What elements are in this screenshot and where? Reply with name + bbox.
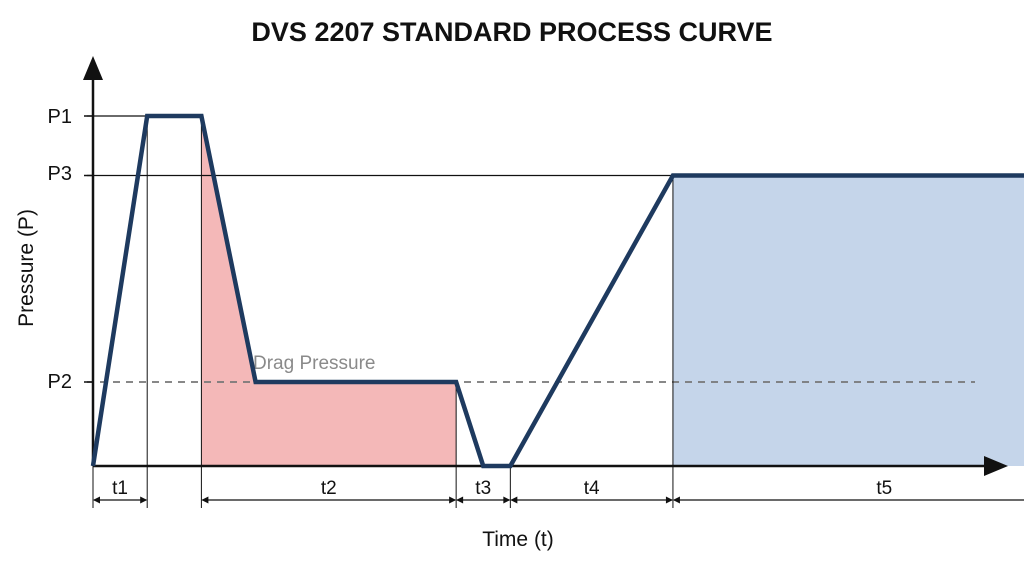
dimension-arrow-left (93, 496, 100, 504)
process-curve-line (90, 113, 1024, 469)
y-axis-label: Pressure (P) (15, 209, 38, 327)
level-label-p3: P3 (48, 163, 72, 185)
dimension-arrow-left (201, 496, 209, 504)
segment-label-t4: t4 (584, 478, 600, 499)
dimension-arrow-left (510, 496, 518, 504)
dimension-arrow-left (456, 496, 464, 504)
level-label-p1: P1 (48, 106, 72, 128)
segment-label-t1: t1 (112, 478, 128, 499)
level-label-p2: P2 (48, 371, 72, 393)
segment-label-t2: t2 (321, 478, 337, 499)
dimension-arrow-right (665, 496, 673, 504)
cooling-region (672, 175, 1024, 466)
segment-label-t3: t3 (475, 478, 491, 499)
dimension-arrow-right (449, 496, 457, 504)
axes (83, 56, 1008, 476)
shaded-regions (201, 116, 1024, 466)
dimension-arrow-left (672, 496, 680, 504)
diagram-title: DVS 2207 STANDARD PROCESS CURVE (251, 17, 772, 47)
drag-pressure-label: Drag Pressure (253, 353, 376, 374)
segment-label-t5: t5 (876, 478, 892, 499)
x-axis-arrow (984, 456, 1008, 476)
heat-soak-region (201, 116, 457, 466)
x-axis-label: Time (t) (482, 528, 554, 551)
dimension-arrow-right (140, 496, 148, 504)
segment-boundaries (92, 116, 674, 508)
y-axis-arrow (83, 56, 103, 80)
dimension-arrow-right (503, 496, 511, 504)
segment-dimensions: t1 t2 t3 t4 t5 (93, 478, 1024, 504)
reference-lines (84, 115, 975, 383)
